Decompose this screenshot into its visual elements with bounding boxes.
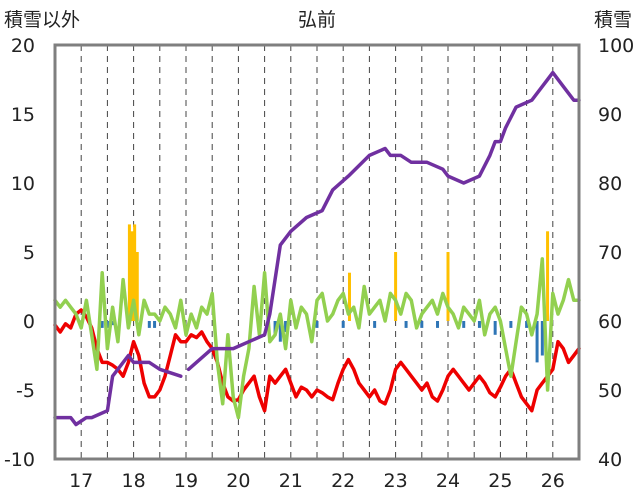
bar — [546, 231, 550, 321]
right-tick-label: 80 — [598, 173, 622, 195]
bar — [130, 231, 134, 321]
left-tick-label: 10 — [11, 173, 35, 195]
bar — [127, 224, 131, 321]
bar — [153, 321, 157, 328]
x-tick-label: 21 — [279, 470, 303, 492]
bar — [111, 321, 115, 326]
right-tick-label: 100 — [598, 35, 634, 57]
bar — [509, 321, 513, 328]
left-tick-label: 20 — [11, 35, 35, 57]
bar — [394, 252, 398, 321]
left-tick-label: 15 — [11, 104, 35, 126]
bar — [404, 321, 408, 328]
left-tick-label: -5 — [16, 380, 35, 402]
series-line-purple — [186, 70, 581, 372]
right-tick-label: 70 — [598, 242, 622, 264]
bar — [133, 224, 137, 321]
bar-series — [100, 224, 550, 363]
left-axis-label: 積雪以外 — [4, 9, 80, 31]
bar — [147, 321, 151, 328]
right-tick-label: 90 — [598, 104, 622, 126]
x-tick-label: 25 — [488, 470, 512, 492]
x-tick-label: 20 — [226, 470, 250, 492]
bar — [347, 272, 351, 321]
bar — [493, 321, 497, 335]
x-tick-label: 18 — [122, 470, 146, 492]
series-line-red — [53, 308, 581, 413]
bar — [446, 252, 450, 321]
x-tick-label: 22 — [331, 470, 355, 492]
series-line-green — [53, 257, 581, 420]
bar — [373, 321, 377, 328]
x-tick-label: 17 — [69, 470, 93, 492]
bar — [100, 321, 104, 328]
right-tick-label: 40 — [598, 449, 622, 471]
bar — [341, 321, 345, 328]
bar — [540, 321, 544, 356]
bar — [135, 252, 139, 321]
bar — [477, 321, 481, 328]
x-tick-label: 23 — [384, 470, 408, 492]
bar — [462, 321, 466, 328]
bar — [284, 321, 288, 333]
bar — [278, 321, 282, 342]
left-tick-label: 5 — [23, 242, 35, 264]
x-tick-label: 26 — [541, 470, 565, 492]
series-line-purple — [53, 353, 183, 427]
bar — [436, 321, 440, 328]
right-tick-label: 60 — [598, 311, 622, 333]
x-tick-label: 19 — [174, 470, 198, 492]
bar — [420, 321, 424, 328]
left-tick-label: 0 — [23, 311, 35, 333]
line-series — [53, 70, 581, 427]
right-axis-label: 積雪 — [594, 9, 632, 31]
bar — [525, 321, 529, 328]
plot-frame — [53, 43, 581, 461]
x-tick-label: 24 — [436, 470, 460, 492]
right-tick-label: 50 — [598, 380, 622, 402]
chart-title: 弘前 — [298, 9, 336, 31]
bar — [535, 321, 539, 363]
bar — [315, 321, 319, 328]
left-tick-label: -10 — [4, 449, 35, 471]
